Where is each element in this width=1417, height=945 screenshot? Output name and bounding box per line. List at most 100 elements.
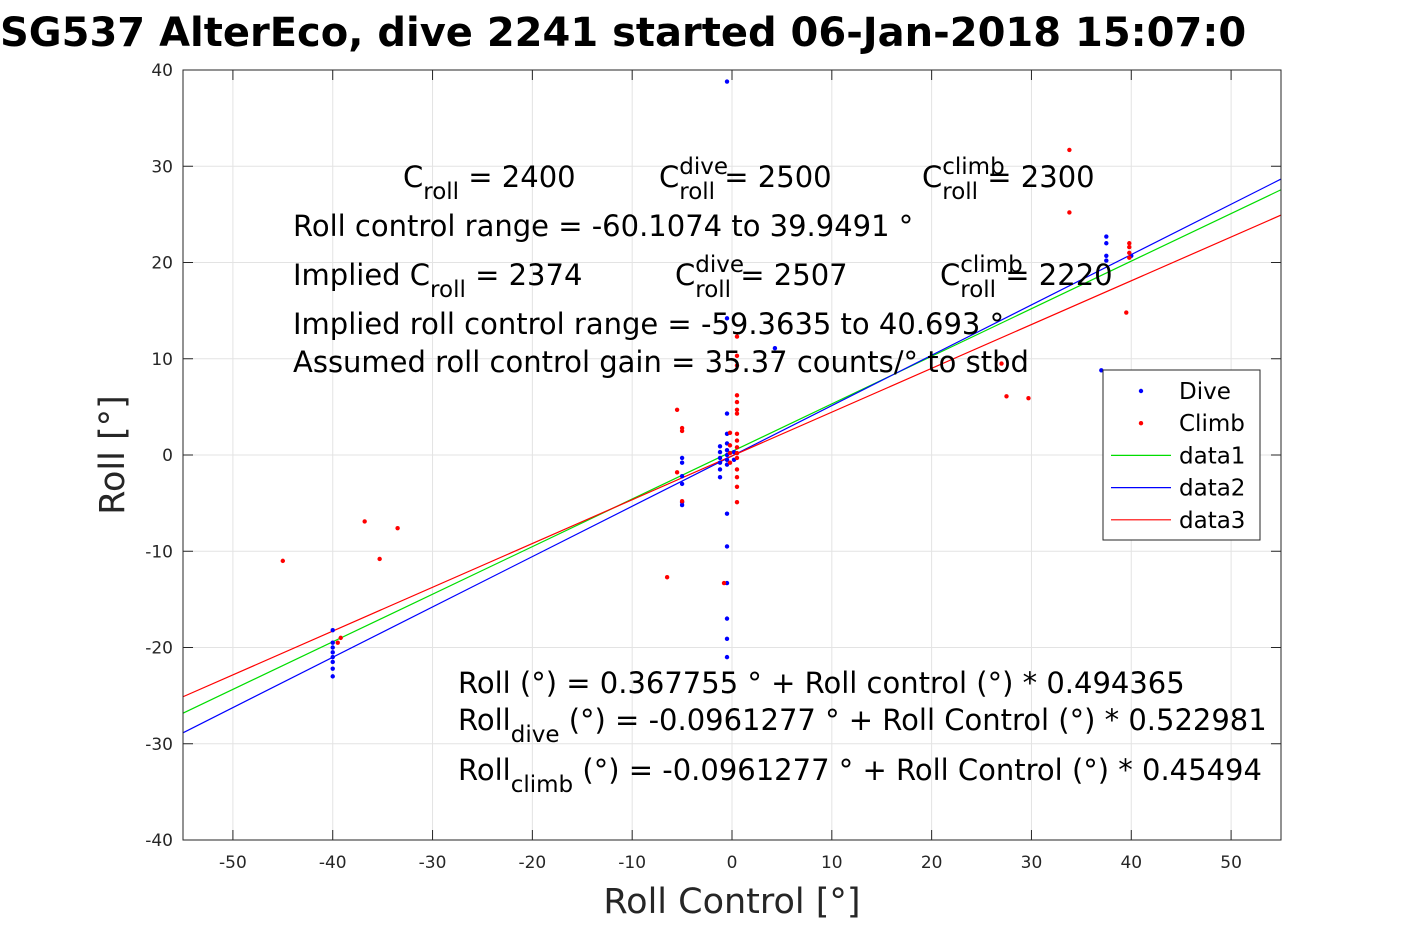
- point-dive: [330, 640, 335, 645]
- point-climb: [734, 455, 740, 461]
- point-climb: [1124, 310, 1129, 315]
- legend-marker: [1138, 421, 1144, 426]
- annotation-8: Implied roll control range = -59.3635 to…: [293, 307, 1004, 341]
- point-dive: [1104, 258, 1109, 263]
- x-tick-label: -20: [518, 853, 546, 873]
- point-climb: [1127, 244, 1132, 250]
- point-dive: [679, 502, 685, 508]
- point-dive: [1104, 253, 1109, 258]
- point-climb: [999, 361, 1004, 366]
- point-climb: [1067, 210, 1072, 215]
- point-climb: [395, 525, 400, 531]
- point-dive: [1104, 234, 1109, 239]
- point-climb: [362, 519, 367, 524]
- point-dive: [724, 411, 730, 416]
- legend-item-dive: Dive: [1138, 379, 1231, 405]
- point-dive: [724, 316, 730, 321]
- annotation-10: Roll (°) = 0.367755 ° + Roll control (°)…: [458, 666, 1185, 700]
- point-dive: [330, 650, 335, 655]
- legend-item-data1: data1: [1111, 443, 1245, 469]
- point-climb: [734, 499, 740, 505]
- y-tick-label: -40: [145, 831, 173, 851]
- x-tick-label: -10: [618, 853, 646, 873]
- x-tick-label: 40: [1120, 853, 1142, 873]
- point-climb: [727, 430, 733, 436]
- point-dive: [717, 460, 723, 465]
- point-climb: [338, 635, 343, 641]
- y-tick-label: 10: [151, 350, 173, 370]
- point-climb: [734, 353, 740, 359]
- point-climb: [674, 407, 680, 412]
- point-climb: [727, 460, 733, 465]
- point-climb: [280, 558, 286, 564]
- point-dive: [724, 544, 730, 549]
- point-dive: [724, 447, 730, 453]
- point-climb: [721, 580, 727, 586]
- point-dive: [330, 645, 335, 650]
- legend-label: Climb: [1179, 411, 1245, 437]
- y-tick-label: -30: [145, 735, 173, 755]
- point-climb: [734, 445, 740, 450]
- x-tick-label: -50: [219, 853, 247, 873]
- point-climb: [1127, 241, 1132, 246]
- point-climb: [1067, 147, 1072, 153]
- annotation-7: Cclimb roll = 2220: [940, 252, 1113, 303]
- legend-item-climb: Climb: [1138, 411, 1245, 437]
- x-tick-label: 0: [727, 853, 738, 873]
- point-climb: [1127, 250, 1132, 256]
- y-tick-label: 0: [162, 446, 173, 466]
- point-climb: [734, 474, 740, 480]
- point-climb: [679, 499, 685, 504]
- point-dive: [724, 511, 730, 516]
- point-dive: [330, 654, 335, 660]
- legend-item-data2: data2: [1111, 476, 1245, 502]
- point-climb: [734, 467, 740, 472]
- annotation-2: Cdive roll = 2500: [659, 154, 832, 205]
- fit-line-data3: [182, 214, 1282, 698]
- point-dive: [717, 467, 723, 472]
- point-dive: [1104, 241, 1109, 246]
- legend-label: data3: [1179, 508, 1245, 534]
- annotation-1: Croll = 2400: [403, 160, 576, 205]
- point-dive: [724, 457, 730, 463]
- point-dive: [1099, 368, 1104, 373]
- point-climb: [727, 450, 733, 456]
- legend-label: data1: [1179, 443, 1245, 469]
- point-dive: [330, 674, 335, 679]
- x-axis-label: Roll Control [°]: [603, 882, 860, 922]
- annotation-12: Rollclimb (°) = -0.0961277 ° + Roll Cont…: [458, 753, 1262, 798]
- point-dive: [724, 616, 730, 621]
- point-dive: [679, 473, 685, 479]
- point-dive: [330, 627, 335, 633]
- point-climb: [734, 393, 740, 398]
- point-dive: [724, 79, 730, 84]
- point-climb: [727, 443, 733, 448]
- y-tick-label: -20: [145, 639, 173, 659]
- legend: Dive Climb data1 data2 data3: [1102, 369, 1261, 541]
- point-dive: [679, 460, 685, 465]
- point-climb: [734, 450, 740, 456]
- y-tick-label: 40: [151, 61, 173, 81]
- point-climb: [734, 484, 740, 489]
- y-tick-label: 30: [151, 157, 173, 177]
- annotation-9: Assumed roll control gain = 35.37 counts…: [293, 345, 1029, 379]
- point-dive: [330, 659, 335, 665]
- chart-title: SG537 AlterEco, dive 2241 started 06-Jan…: [0, 10, 1246, 56]
- point-dive: [330, 666, 335, 671]
- x-tick-label: 30: [1021, 853, 1043, 873]
- annotation-6: Cdive roll = 2507: [675, 252, 848, 303]
- point-climb: [1004, 394, 1009, 399]
- legend-label: data2: [1179, 476, 1245, 502]
- point-dive: [717, 444, 723, 449]
- y-axis-label: Roll [°]: [93, 395, 133, 515]
- point-climb: [734, 431, 740, 437]
- point-climb: [734, 411, 740, 416]
- point-dive: [679, 481, 685, 487]
- point-climb: [734, 363, 740, 368]
- point-dive: [724, 654, 730, 660]
- x-tick-label: -40: [319, 853, 347, 873]
- point-climb: [1026, 396, 1031, 401]
- point-climb: [377, 556, 382, 562]
- point-climb: [734, 399, 740, 405]
